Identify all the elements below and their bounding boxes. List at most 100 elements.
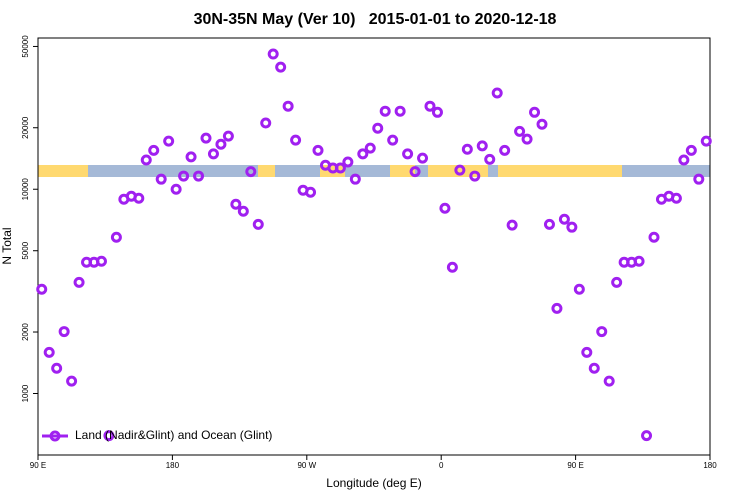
data-point [193,170,205,182]
data-point [588,362,600,374]
data-point [566,221,578,233]
data-point [252,218,264,230]
data-point [163,135,175,147]
data-point [633,255,645,267]
x-tick-label: 180 [703,461,717,470]
data-point [402,148,414,160]
y-tick-label: 2000 [21,323,30,341]
data-point [95,255,107,267]
data-point [290,134,302,146]
legend-label: Land (Nadir&Glint) and Ocean (Glint) [75,428,272,442]
x-axis-label: Longitude (deg E) [326,476,421,490]
data-point [207,148,219,160]
y-tick-label: 20000 [21,116,30,139]
data-point [334,162,346,174]
data-point [312,144,324,156]
data-point [51,362,63,374]
data-point [469,170,481,182]
data-point [543,218,555,230]
plot-frame [37,37,711,456]
data-point [170,183,182,195]
data-point [36,283,48,295]
data-point [446,261,458,273]
x-tick-label: 90 W [297,461,316,470]
data-point [103,430,115,442]
data-point [357,148,369,160]
data-point [581,346,593,358]
data-point [551,302,563,314]
data-point [648,231,660,243]
data-point [140,154,152,166]
data-point [282,100,294,112]
data-point [133,192,145,204]
data-point [372,122,384,134]
data-point [484,153,496,165]
data-point [514,125,526,137]
data-point [178,170,190,182]
data-point [596,326,608,338]
data-point [670,192,682,204]
ocean-strip [275,165,320,177]
data-point [431,106,443,118]
data-point [454,164,466,176]
data-point [237,205,249,217]
data-point [379,105,391,117]
data-point [678,154,690,166]
data-point [267,48,279,60]
data-point [73,276,85,288]
data-point [215,138,227,150]
ocean-strip [488,165,498,177]
data-point [275,61,287,73]
data-point [43,346,55,358]
x-tick-label: 0 [439,461,444,470]
data-point [491,87,503,99]
data-point [573,283,585,295]
data-point [641,430,653,442]
data-point [222,130,234,142]
y-tick-label: 5000 [21,241,30,259]
data-point [260,117,272,129]
data-point [364,142,376,154]
data-point [185,151,197,163]
data-point [685,144,697,156]
surface-strip [38,165,710,177]
data-point [700,135,712,147]
y-tick-label: 10000 [21,178,30,201]
legend-marker [49,430,61,442]
data-point [558,213,570,225]
data-point [521,133,533,145]
data-point [424,100,436,112]
chart-title: 30N-35N May (Ver 10) 2015-01-01 to 2020-… [194,11,557,28]
y-tick-label: 1000 [21,384,30,402]
data-point [529,106,541,118]
data-point [693,173,705,185]
ocean-strip [622,165,710,177]
y-axis-label: N Total [0,227,14,264]
x-tick-label: 180 [166,461,180,470]
data-point [305,186,317,198]
data-point [230,198,242,210]
data-point [66,375,78,387]
data-point [58,326,70,338]
x-tick-label: 90 E [30,461,46,470]
data-point [387,134,399,146]
data-point [155,173,167,185]
y-tick-label: 50000 [21,35,30,58]
data-point [342,156,354,168]
data-point [611,276,623,288]
data-point [394,105,406,117]
data-point [409,166,421,178]
data-point [461,143,473,155]
data-point [349,173,361,185]
data-point [603,375,615,387]
data-point [110,231,122,243]
data-point [417,152,429,164]
data-point [506,219,518,231]
data-point [148,144,160,156]
data-point [476,140,488,152]
data-point [439,202,451,214]
data-point [536,118,548,130]
ocean-strip [88,165,258,177]
